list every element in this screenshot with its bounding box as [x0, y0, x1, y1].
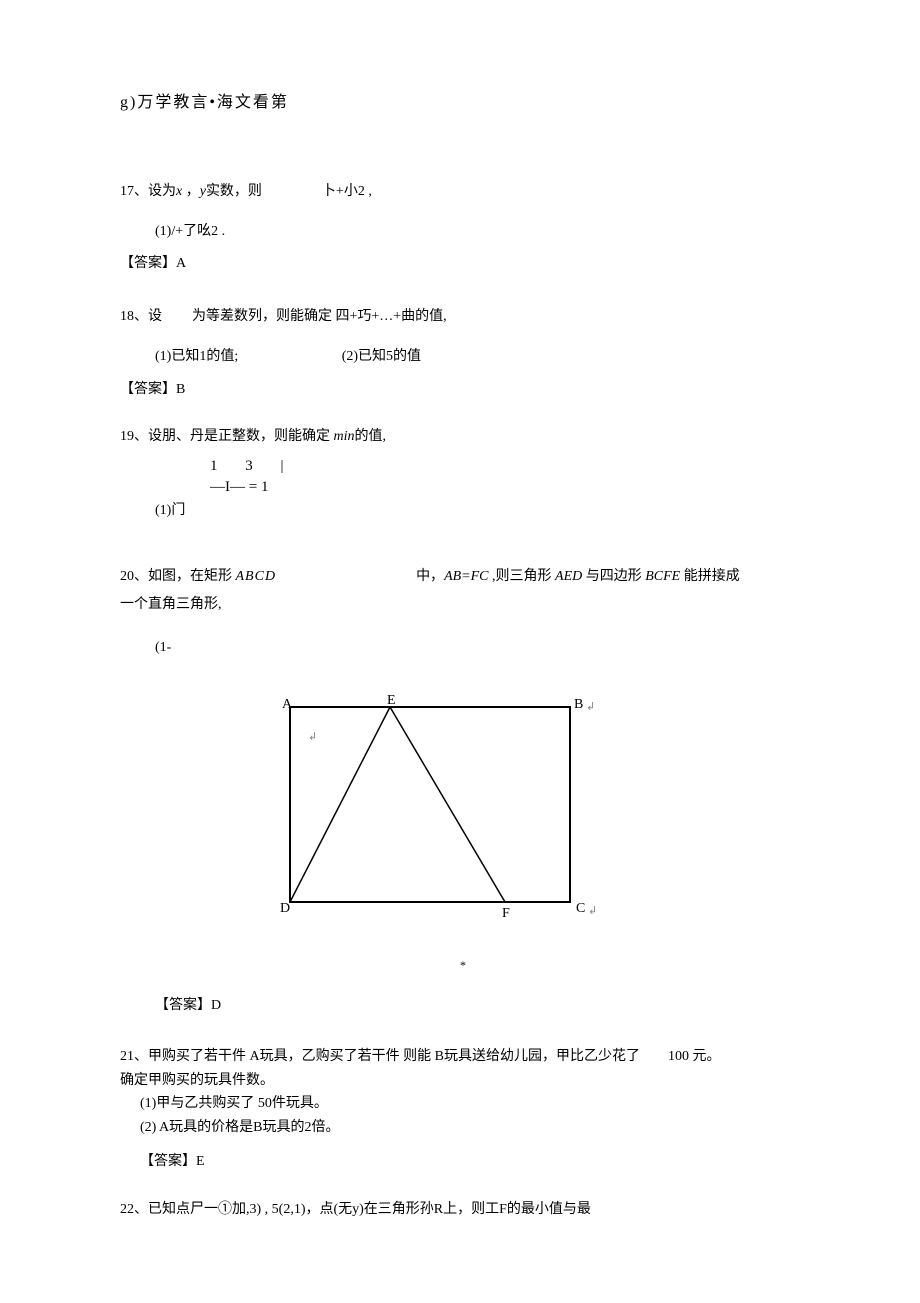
q21-sub1: (1)甲与乙共购买了 50件玩具。: [140, 1092, 820, 1116]
q18-prefix: 18、设: [120, 306, 162, 328]
q19-line1: 19、设朋、丹是正整数，则能确定 min的值,: [120, 426, 820, 448]
q17-answer: 【答案】A: [120, 253, 820, 275]
question-22: 22、已知点尸一①加,3) , 5(2,1)，点(无y)在三角形孙R上，则工F的…: [120, 1199, 820, 1221]
rect-abcd: [290, 707, 570, 902]
line-de: [290, 707, 390, 902]
question-21: 21、甲购买了若干件 A玩具，乙购买了若干件 则能 B玩具送给幼儿园，甲比乙少花…: [120, 1045, 820, 1174]
q21-answer: 【答案】E: [140, 1150, 820, 1174]
q20-after1: ,则三角形: [489, 569, 556, 584]
q20-line1: 20、如图，在矩形 ABCD 中，AB=FC ,则三角形 AED 与四边形 BCF…: [120, 563, 820, 591]
q20-bcfe: BCFE: [645, 569, 680, 584]
question-19: 19、设朋、丹是正整数，则能确定 min的值, 1 3 | —I— = 1 (1…: [120, 426, 820, 523]
q20-answer: 【答案】D: [155, 992, 820, 1020]
q18-opt1: (1)已知1的值;: [155, 349, 238, 364]
q17-right-expr: 卜+小2 ,: [322, 181, 372, 203]
question-18: 18、设 为等差数列，则能确定 四+巧+…+曲的值, (1)已知1的值; (2)…: [120, 306, 820, 401]
q18-opt2: (2)已知5的值: [342, 346, 421, 368]
q19-frac-bot: —I— = 1: [210, 477, 820, 498]
question-17: 17、设为x ，y实数，则 卜+小2 , (1)/+了吆2 . 【答案】A: [120, 181, 820, 276]
label-d: D: [280, 901, 290, 916]
q19-text2: 的值,: [355, 429, 387, 444]
q17-prefix: 17、: [120, 184, 148, 199]
q18-line1: 18、设 为等差数列，则能确定 四+巧+…+曲的值,: [120, 306, 820, 328]
q19-sub1: (1)门: [155, 500, 820, 522]
q20-after3: 能拼接成: [680, 569, 740, 584]
label-f: F: [502, 906, 510, 921]
q18-right: 为等差数列，则能确定 四+巧+…+曲的值,: [192, 306, 447, 328]
q20-sub1: (1-: [155, 634, 820, 662]
diagram-footnote: *: [460, 953, 820, 977]
q19-fraction: 1 3 | —I— = 1: [210, 456, 820, 498]
line-ef: [390, 707, 505, 902]
q20-diagram: A E B ↲ D F C ↲ ↲ *: [260, 692, 820, 977]
label-b-enter: ↲: [586, 701, 595, 713]
q17-text-left: 设为: [148, 184, 176, 199]
q21-sub2: (2) A玩具的价格是B玩具的2倍。: [140, 1116, 820, 1140]
q19-frac-top: 1 3 |: [210, 456, 820, 477]
q20-mid: 中，: [416, 569, 444, 584]
q21-line1: 21、甲购买了若干件 A玩具，乙购买了若干件 则能 B玩具送给幼儿园，甲比乙少花…: [120, 1045, 820, 1069]
rectangle-triangle-svg: A E B ↲ D F C ↲ ↲: [260, 692, 600, 927]
q17-line1: 17、设为x ，y实数，则 卜+小2 ,: [120, 181, 820, 203]
q20-after2: 与四边形: [582, 569, 645, 584]
q20-abcd: ABCD: [236, 569, 277, 584]
q19-text1: 19、设朋、丹是正整数，则能确定: [120, 429, 334, 444]
q20-line2: 一个直角三角形,: [120, 591, 820, 619]
q19-min: min: [334, 429, 355, 444]
inner-enter: ↲: [308, 731, 317, 743]
q20-aed: AED: [555, 569, 582, 584]
q17-sub1: (1)/+了吆2 .: [155, 221, 820, 243]
question-20: 20、如图，在矩形 ABCD中，AB=FC ,则三角形 AED 与四边形 BCF…: [120, 563, 820, 1020]
label-c-enter: ↲: [588, 905, 597, 917]
label-a: A: [282, 697, 293, 712]
q18-answer: 【答案】B: [120, 379, 820, 401]
label-b: B: [574, 697, 583, 712]
page-header: g)万学教言•海文看第: [120, 90, 820, 116]
q17-text-after: 实数，则: [206, 184, 262, 199]
label-c: C: [576, 901, 585, 916]
label-e: E: [387, 693, 396, 708]
q18-options: (1)已知1的值; (2)已知5的值: [155, 346, 820, 368]
q22-text: 22、已知点尸一①加,3) , 5(2,1)，点(无y)在三角形孙R上，则工F的…: [120, 1199, 820, 1221]
q17-comma: ，: [182, 184, 200, 199]
q20-abfc: AB=FC: [444, 569, 488, 584]
q21-line2: 确定甲购买的玩具件数。: [120, 1069, 820, 1093]
q20-prefix: 20、如图，在矩形: [120, 569, 236, 584]
